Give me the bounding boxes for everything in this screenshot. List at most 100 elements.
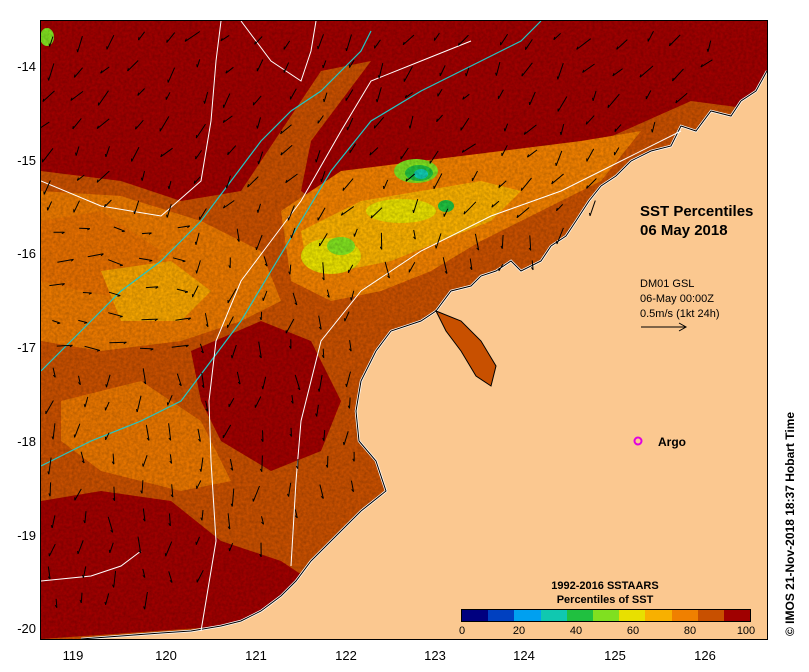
current-arrow-head: [50, 524, 53, 529]
current-arrow: [557, 96, 568, 112]
argo-label: Argo: [658, 435, 686, 449]
current-arrow: [349, 143, 357, 154]
current-arrow: [80, 592, 83, 603]
current-arrow: [220, 34, 230, 42]
current-arrow: [141, 232, 152, 235]
current-arrow-head: [42, 98, 45, 102]
current-arrow: [323, 430, 326, 441]
current-arrow: [346, 34, 352, 52]
current-arrow-head: [230, 467, 234, 471]
current-arrow: [141, 170, 145, 181]
current-arrow: [195, 123, 206, 139]
current-arrow: [288, 482, 292, 497]
current-arrow-head: [87, 228, 91, 231]
current-arrow: [283, 40, 291, 50]
current-arrow: [144, 591, 148, 610]
current-arrow: [347, 264, 354, 274]
lat-tick: -14: [17, 59, 36, 74]
current-arrow: [135, 119, 144, 130]
current-arrow: [409, 115, 414, 129]
sst-map[interactable]: [40, 20, 768, 640]
model-scale: 0.5m/s (1kt 24h): [640, 308, 720, 320]
lon-tick: 123: [424, 648, 446, 663]
current-arrow-head: [589, 212, 591, 216]
current-arrow: [127, 60, 139, 72]
current-arrow-head: [149, 260, 153, 262]
current-arrow: [349, 59, 355, 68]
map-title-line1: SST Percentiles: [640, 203, 754, 220]
current-arrow-head: [465, 73, 467, 77]
current-arrow-head: [198, 438, 201, 442]
colorbar-segment: [619, 610, 646, 621]
current-arrow: [582, 63, 595, 73]
current-arrow: [196, 59, 201, 68]
current-arrow: [76, 174, 85, 181]
current-arrow: [529, 235, 532, 251]
current-arrow: [137, 88, 145, 96]
current-arrow-head: [500, 245, 503, 249]
current-arrow-head: [345, 383, 347, 387]
current-arrow-head: [195, 270, 198, 274]
current-arrow: [319, 484, 324, 499]
current-arrow: [222, 115, 233, 124]
colorbar-segment: [566, 610, 593, 621]
current-arrow: [500, 33, 509, 46]
current-arrow-head: [352, 458, 355, 462]
current-arrow: [529, 91, 536, 106]
current-arrow-head: [119, 316, 123, 318]
current-arrow-head: [123, 341, 127, 345]
current-arrow-head: [405, 178, 408, 182]
current-arrow: [228, 397, 235, 408]
current-arrow-head: [289, 345, 292, 349]
current-arrow: [290, 227, 296, 239]
current-arrow-head: [108, 549, 111, 553]
current-arrow: [142, 455, 148, 467]
current-arrow: [501, 234, 504, 249]
current-arrow: [167, 394, 173, 406]
current-arrow: [84, 345, 100, 351]
current-arrow: [316, 404, 319, 417]
current-arrow: [256, 117, 261, 129]
current-arrow: [177, 225, 190, 229]
current-arrow: [294, 374, 301, 391]
current-arrow: [258, 151, 264, 165]
current-arrow: [285, 318, 295, 334]
current-arrow-head: [280, 152, 283, 156]
colorbar-segment: [697, 610, 724, 621]
current-arrow: [107, 516, 114, 533]
lon-tick: 125: [604, 648, 626, 663]
current-arrow-head: [79, 599, 82, 604]
current-arrow-head: [237, 381, 241, 385]
current-arrow-head: [201, 384, 205, 389]
current-arrow: [645, 90, 652, 100]
current-arrow: [408, 261, 416, 273]
current-arrow: [80, 451, 85, 464]
current-arrow-head: [377, 75, 380, 79]
current-arrow: [49, 482, 52, 497]
current-arrow: [113, 226, 125, 232]
current-arrow-head: [586, 185, 588, 189]
current-arrow: [168, 423, 172, 441]
current-arrow: [531, 260, 534, 270]
current-arrow: [131, 146, 140, 162]
current-arrow-head: [288, 271, 291, 275]
current-arrow: [346, 371, 351, 387]
current-arrow: [589, 200, 596, 217]
current-arrow-head: [96, 179, 99, 183]
current-arrow: [77, 35, 83, 53]
current-arrow-head: [321, 354, 325, 359]
current-arrow-head: [227, 151, 229, 155]
current-arrow: [113, 486, 116, 501]
current-arrow: [199, 343, 204, 354]
lat-tick: -17: [17, 340, 36, 355]
current-arrow-head: [668, 42, 671, 47]
current-arrow: [113, 570, 117, 588]
current-arrow: [175, 317, 191, 321]
current-arrow: [55, 598, 58, 608]
current-arrow-head: [516, 214, 519, 218]
current-arrow: [527, 149, 538, 158]
current-arrow: [223, 93, 231, 108]
colorbar-tick: 0: [458, 625, 466, 637]
argo-marker[interactable]: [633, 436, 643, 446]
current-arrow: [586, 148, 595, 162]
